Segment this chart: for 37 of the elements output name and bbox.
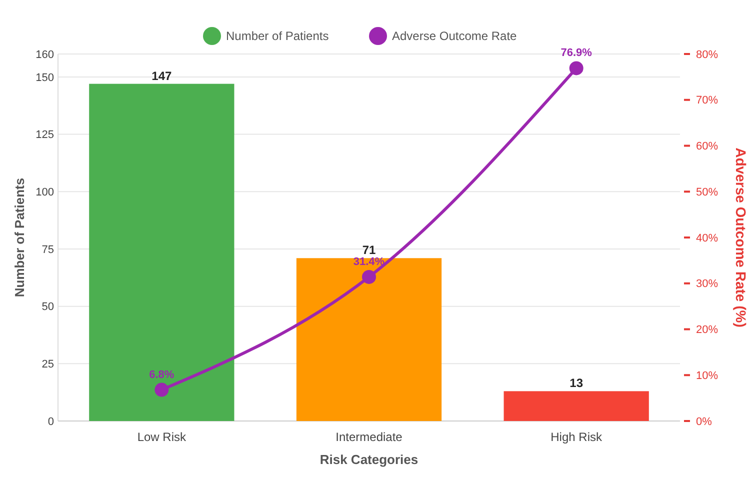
point	[362, 270, 376, 284]
y2-tick-label: 60%	[696, 140, 718, 153]
y-tick-label: 100	[36, 186, 54, 198]
y2-tick-label: 30%	[696, 278, 718, 290]
x-tick-label: High Risk	[550, 430, 603, 444]
y-tick-label: 25	[42, 358, 54, 371]
x-tick-label: Low Risk	[137, 430, 188, 444]
y-tick-label: 0	[48, 416, 54, 428]
y-tick-label: 125	[36, 129, 54, 142]
x-axis-title: Risk Categories	[320, 452, 418, 467]
data-label: 31.4%	[353, 256, 385, 268]
y2-tick-label: 70%	[696, 94, 718, 107]
y-tick-label: 150	[36, 72, 54, 84]
y-axis-title: Number of Patients	[12, 178, 27, 298]
y-tick-label: 50	[42, 301, 54, 314]
data-label: 76.9%	[560, 47, 592, 60]
y2-tick-label: 10%	[696, 370, 718, 382]
data-label: 13	[570, 376, 584, 390]
data-label: 6.8%	[149, 368, 174, 381]
y2-tick-label: 50%	[696, 186, 718, 198]
point	[569, 61, 584, 76]
y2-tick-label: 0%	[696, 416, 712, 428]
x-tick-label: Intermediate	[336, 430, 403, 444]
bar	[296, 258, 442, 421]
y2-axis-title: Adverse Outcome Rate (%)	[733, 148, 749, 328]
y-tick-label: 75	[42, 244, 54, 256]
y2-tick-label: 20%	[696, 324, 718, 336]
y2-tick-label: 80%	[696, 48, 718, 61]
bar	[504, 391, 649, 421]
data-label: 71	[362, 243, 376, 258]
legend-label: Number of Patients	[226, 29, 329, 43]
legend-label: Adverse Outcome Rate	[392, 29, 518, 43]
y-tick-label: 160	[36, 48, 54, 61]
point	[154, 382, 169, 397]
y2-tick-label: 40%	[696, 232, 718, 244]
data-label: 147	[152, 68, 172, 83]
bar	[89, 84, 234, 421]
